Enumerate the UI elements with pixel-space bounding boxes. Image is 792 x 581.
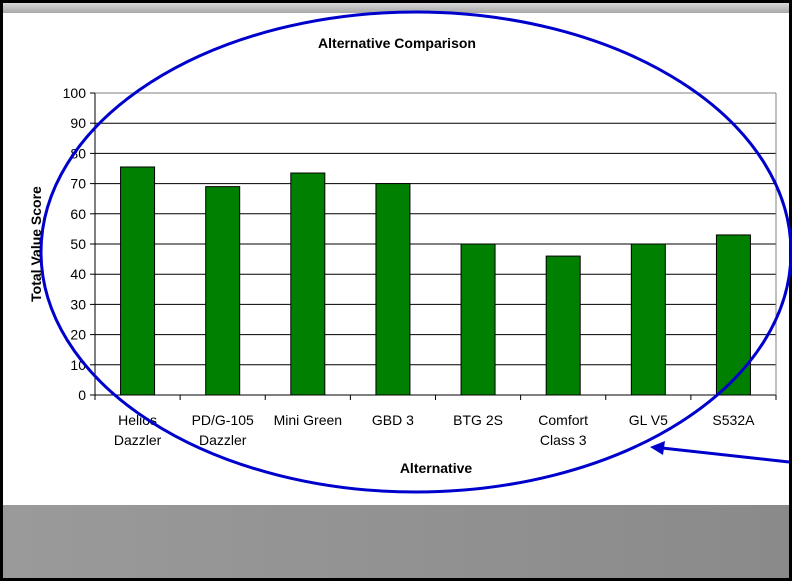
- y-tick-label: 70: [70, 176, 86, 192]
- y-tick-label: 90: [70, 115, 86, 131]
- x-tick-label: GL V5: [629, 412, 668, 428]
- x-tick-label-line: Dazzler: [199, 432, 247, 448]
- gridlines: [95, 92, 776, 366]
- y-tick-label: 60: [70, 206, 86, 222]
- y-axis-title: Total Value Score: [28, 186, 44, 302]
- x-tick-label: BTG 2S: [453, 412, 503, 428]
- x-tick-label-line: Class 3: [540, 432, 587, 448]
- x-tick-label-line: GBD 3: [372, 412, 414, 428]
- bar: [630, 243, 666, 396]
- bar: [460, 243, 496, 396]
- x-tick-label-line: Helios: [118, 412, 157, 428]
- x-tick-label: PD/G-105 Dazzler: [192, 412, 254, 448]
- bar: [290, 172, 326, 396]
- y-tick-label: 50: [70, 236, 86, 252]
- x-tick-label-line: S532A: [712, 412, 755, 428]
- x-tick-label-line: BTG 2S: [453, 412, 503, 428]
- bar: [120, 166, 156, 396]
- y-tick-label: 40: [70, 266, 86, 282]
- chart-title: Alternative Comparison: [318, 35, 476, 51]
- y-tick-label: 80: [70, 145, 86, 161]
- x-tick-label-line: Comfort: [538, 412, 588, 428]
- annotation-ellipse: [39, 10, 792, 494]
- x-tick-label: Comfort Class 3: [538, 412, 588, 448]
- x-tick-label-line: PD/G-105: [192, 412, 254, 428]
- x-tick-label-line: Mini Green: [274, 412, 342, 428]
- x-tick-label: GBD 3: [372, 412, 414, 428]
- x-axis-title: Alternative: [400, 460, 473, 476]
- bar: [205, 186, 241, 396]
- y-tick-label: 30: [70, 296, 86, 312]
- bottom-band: [3, 505, 789, 578]
- x-tick-labels: Helios Dazzler PD/G-105 Dazzler Mini Green GB…: [114, 412, 755, 448]
- axes: [90, 92, 777, 400]
- annotation: [39, 10, 792, 494]
- top-strip: [3, 3, 789, 13]
- x-tick-label: Helios Dazzler: [114, 412, 162, 448]
- x-tick-label-line: Dazzler: [114, 432, 162, 448]
- y-tick-label: 0: [78, 387, 86, 403]
- y-tick-label: 100: [63, 85, 87, 101]
- x-tick-label-line: GL V5: [629, 412, 668, 428]
- annotation-arrow-line: [661, 446, 790, 464]
- bar: [545, 255, 581, 396]
- x-tick-label: Mini Green: [274, 412, 342, 428]
- annotation-arrow-head: [650, 441, 665, 455]
- bar: [375, 183, 411, 396]
- bar: [715, 234, 751, 396]
- bars: [120, 166, 751, 396]
- y-tick-label: 20: [70, 327, 86, 343]
- x-tick-label: S532A: [712, 412, 755, 428]
